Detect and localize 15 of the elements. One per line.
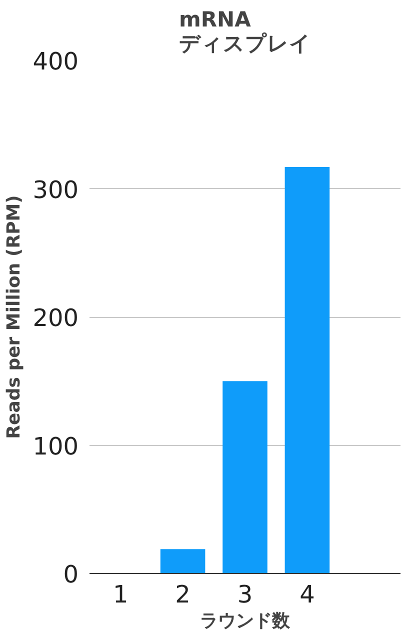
x-tick-label: 3 [237, 580, 253, 608]
bar [222, 381, 268, 574]
y-axis-title: Reads per Million (RPM) [4, 195, 25, 439]
y-tick-label: 200 [32, 304, 79, 332]
x-tick-label: 4 [300, 580, 315, 608]
bar [160, 549, 206, 574]
y-tick-label: 300 [32, 176, 79, 204]
y-tick-label: 100 [32, 432, 79, 460]
x-tick-label: 1 [112, 580, 128, 608]
x-tick-label: 2 [175, 580, 190, 608]
x-axis-title: ラウンド数 [200, 610, 291, 632]
chart-title: mRNA ディスプレイ [179, 8, 311, 56]
bar [284, 166, 330, 574]
y-tick-label: 400 [32, 48, 79, 76]
y-tick-label: 0 [63, 560, 79, 588]
